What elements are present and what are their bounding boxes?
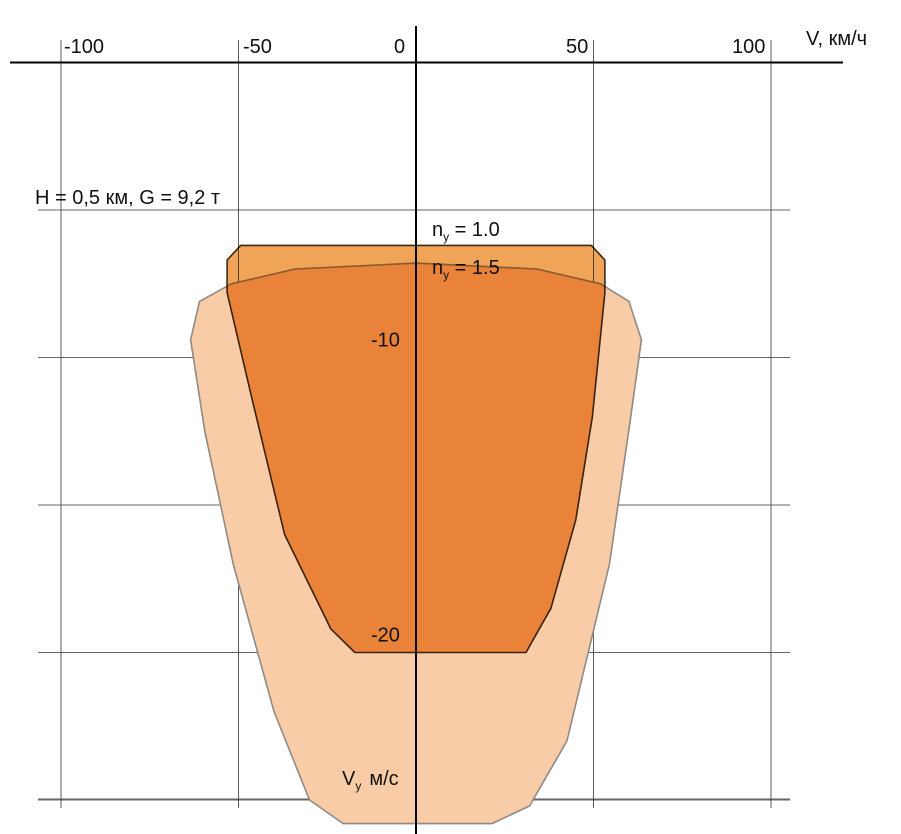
series-label-value-0: = 1.0 bbox=[449, 219, 500, 241]
y-axis-label-sub: y bbox=[355, 779, 361, 793]
series-label-sub-0: y bbox=[443, 230, 449, 244]
chart-annotation: H = 0,5 км, G = 9,2 т bbox=[35, 187, 220, 209]
y-tick-label-0: -10 bbox=[371, 330, 400, 352]
x-tick-label-0: -100 bbox=[64, 36, 104, 58]
series-label-0: ny = 1.0 bbox=[432, 219, 500, 244]
x-axis-label: V, км/ч bbox=[806, 28, 867, 50]
y-axis-label-unit: м/с bbox=[369, 768, 398, 790]
series-label-sub-1: y bbox=[443, 268, 449, 282]
x-tick-label-1: -50 bbox=[243, 36, 272, 58]
y-tick-label-1: -20 bbox=[371, 625, 400, 647]
y-axis-label: Vy м/с bbox=[342, 768, 399, 793]
x-tick-label-3: 50 bbox=[566, 36, 588, 58]
series-label-main-1: n bbox=[432, 257, 443, 279]
y-axis-label-main: V bbox=[342, 768, 356, 790]
axes bbox=[10, 26, 843, 834]
series-label-value-1: = 1.5 bbox=[449, 257, 500, 279]
series-label-1: ny = 1.5 bbox=[432, 257, 500, 282]
series-label-main-0: n bbox=[432, 219, 443, 241]
labels: H = 0,5 км, G = 9,2 т V, км/ч Vy м/с -100… bbox=[35, 28, 867, 793]
x-tick-label-2: 0 bbox=[394, 36, 405, 58]
x-tick-label-4: 100 bbox=[732, 36, 765, 58]
